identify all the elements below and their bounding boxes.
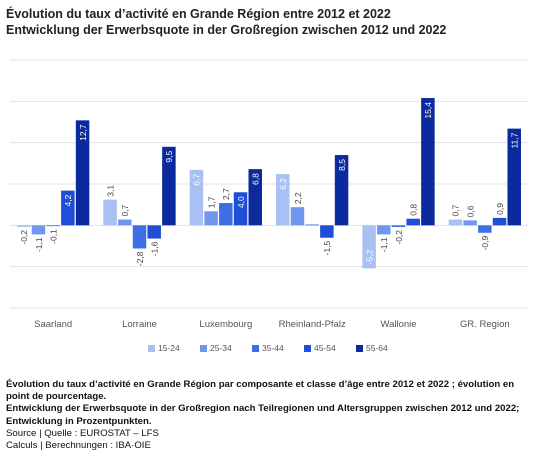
legend: 15-24 25-34 35-44 45-54 55-64 <box>148 343 388 353</box>
data-label: 2,7 <box>221 188 231 200</box>
category-label: Wallonie <box>380 319 416 330</box>
legend-swatch <box>200 345 207 352</box>
category-labels: Saarland Lorraine Luxembourg Rheinland-Pfal… <box>34 319 510 330</box>
bar <box>61 190 75 226</box>
data-label: 12,7 <box>78 124 88 141</box>
bar <box>377 225 391 235</box>
data-label: -0,1 <box>48 229 58 244</box>
data-label: 0,7 <box>120 204 130 216</box>
data-label: 2,2 <box>293 192 303 204</box>
data-label: 15,4 <box>423 102 433 119</box>
bar <box>118 219 132 226</box>
bar <box>421 98 435 226</box>
bar <box>463 220 477 226</box>
data-label: 8,5 <box>337 159 347 171</box>
legend-label: 55-64 <box>366 343 388 353</box>
bar <box>233 192 248 226</box>
category-label: Saarland <box>34 319 72 330</box>
bar <box>162 146 176 226</box>
data-label: 1,7 <box>206 196 216 208</box>
legend-swatch <box>148 345 155 352</box>
data-label: -1,5 <box>322 240 332 255</box>
legend-label: 15-24 <box>158 343 180 353</box>
bar <box>204 211 218 226</box>
legend-label: 25-34 <box>210 343 232 353</box>
bar <box>103 199 117 226</box>
title-german: Entwicklung der Erwerbsquote in der Groß… <box>6 23 447 37</box>
data-label: 0,9 <box>495 203 505 215</box>
bar <box>248 169 262 226</box>
bar <box>362 225 376 269</box>
bar <box>492 217 507 226</box>
bar <box>17 225 31 227</box>
chart-title: Évolution du taux d’activité en Grande R… <box>6 6 530 38</box>
bar <box>75 120 90 226</box>
chart-footer: Évolution du taux d’activité en Grande R… <box>6 379 530 452</box>
data-label: -2,8 <box>135 251 145 266</box>
bar <box>406 218 420 226</box>
legend-label: 35-44 <box>262 343 284 353</box>
data-label: 6,8 <box>251 173 261 185</box>
bar <box>478 225 492 233</box>
data-label: 6,2 <box>278 178 288 190</box>
footer-source: Source | Quelle : EUROSTAT – LFS <box>6 427 159 439</box>
footer-note-french: Évolution du taux d’activité en Grande R… <box>6 379 515 403</box>
data-label: 4,0 <box>236 196 246 208</box>
data-labels: -0,2 -1,1 -0,1 4,2 12,7 3,1 0,7 -2,8 -1,6 9,5 6,7 1… <box>19 102 519 266</box>
category-label: Luxembourg <box>199 319 252 330</box>
title-french: Évolution du taux d’activité en Grande R… <box>6 7 391 21</box>
data-label: 11,7 <box>510 132 520 148</box>
category-label: Rheinland-Pfalz <box>279 319 346 330</box>
bar <box>448 219 463 226</box>
bar <box>31 225 46 235</box>
data-label: -1,1 <box>34 237 44 252</box>
bar <box>132 225 147 249</box>
bar <box>305 224 319 226</box>
legend-swatch <box>356 345 363 352</box>
bar <box>276 174 290 226</box>
data-label: -1,6 <box>150 241 160 256</box>
bar <box>391 225 406 227</box>
data-label: 0,6 <box>465 205 475 217</box>
bar <box>189 169 204 226</box>
data-label: -1,1 <box>379 237 389 252</box>
bar <box>219 203 233 226</box>
data-label: 4,2 <box>63 194 73 206</box>
data-label: -0,9 <box>480 236 490 251</box>
bars <box>17 98 521 269</box>
bar <box>290 207 305 226</box>
category-label: GR. Region <box>460 319 510 330</box>
data-label: 0,8 <box>409 204 419 216</box>
legend-label: 45-54 <box>314 343 336 353</box>
legend-swatch <box>252 345 259 352</box>
category-label: Lorraine <box>122 319 157 330</box>
data-label: 9,5 <box>164 151 174 163</box>
data-label: -0,2 <box>394 230 404 245</box>
data-label: -5,2 <box>364 249 374 264</box>
data-label: -0,2 <box>19 230 29 245</box>
legend-swatch <box>304 345 311 352</box>
bar <box>334 155 349 226</box>
data-label: 6,7 <box>192 174 202 186</box>
data-label: 3,1 <box>105 185 115 197</box>
bar <box>147 225 161 239</box>
bar <box>320 225 334 238</box>
footer-calculations: Calculs | Berechnungen : IBA·OIE <box>6 440 151 452</box>
bar <box>507 128 521 226</box>
bar-chart: -0,2 -1,1 -0,1 4,2 12,7 3,1 0,7 -2,8 -1,6 9,5 6,7 1… <box>10 59 528 353</box>
data-label: 0,7 <box>451 204 461 216</box>
footer-note-german: Entwicklung der Erwerbsquote in der Groß… <box>6 403 520 427</box>
bar <box>46 225 60 227</box>
grid-lines <box>10 59 528 309</box>
